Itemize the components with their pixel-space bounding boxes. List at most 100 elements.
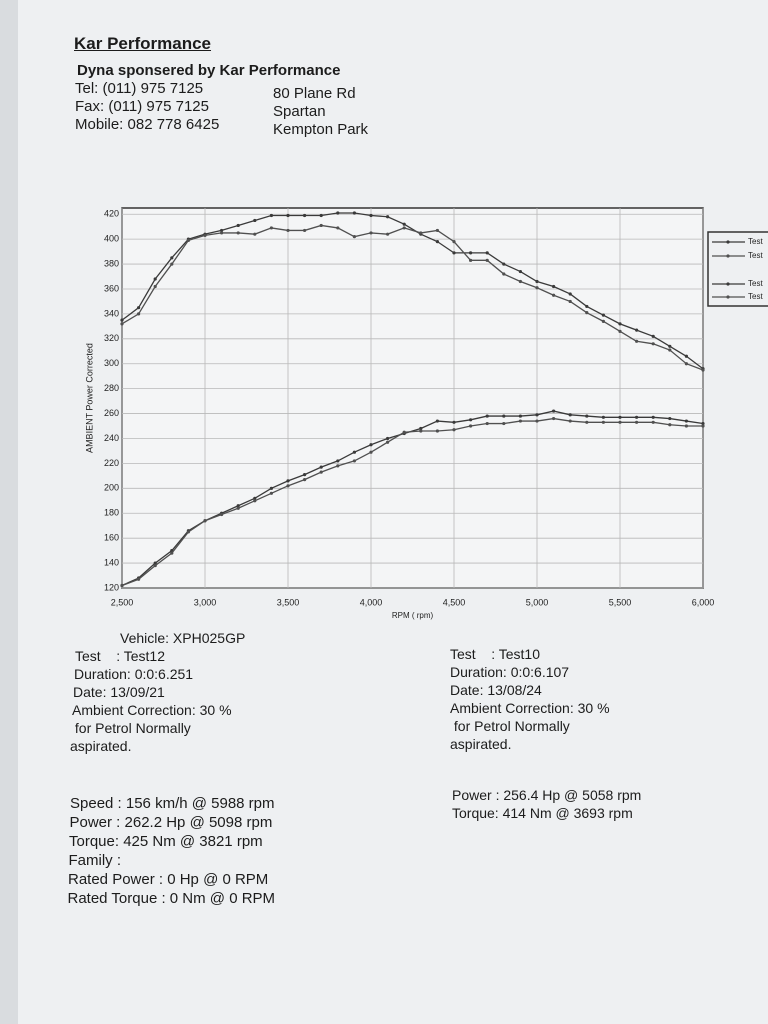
- data-point: [352, 450, 356, 454]
- stat-line: Torque: 425 Nm @ 3821 rpm: [69, 833, 263, 850]
- test-info: Date: 13/09/21: [73, 684, 165, 700]
- data-point: [601, 319, 606, 323]
- data-point: [701, 421, 705, 426]
- y-tick-label: 380: [104, 258, 119, 268]
- data-point: [170, 262, 174, 266]
- x-tick-label: 3,500: [277, 597, 300, 607]
- data-point: [386, 215, 390, 219]
- data-point: [469, 251, 473, 255]
- data-point: [618, 420, 622, 424]
- data-point: [684, 354, 689, 358]
- data-point: [236, 504, 240, 508]
- data-point: [469, 258, 473, 262]
- data-point: [469, 418, 473, 422]
- data-point: [435, 228, 439, 233]
- data-point: [269, 213, 273, 218]
- data-point: [336, 459, 340, 463]
- data-point: [452, 251, 456, 255]
- x-tick-label: 6,000: [692, 597, 715, 607]
- data-point: [651, 342, 655, 346]
- data-point: [253, 232, 257, 236]
- data-point: [203, 233, 207, 238]
- y-tick-label: 400: [104, 234, 119, 244]
- address-line: Kempton Park: [273, 121, 369, 138]
- data-point: [120, 322, 124, 326]
- test-info: Duration: 0:0:6.107: [450, 664, 570, 680]
- data-point: [253, 218, 257, 223]
- stat-line: Power : 256.4 Hp @ 5058 rpm: [452, 787, 642, 803]
- contact-line: Mobile: 082 778 6425: [75, 116, 220, 133]
- stat-line: Torque: 414 Nm @ 3693 rpm: [452, 805, 633, 821]
- x-tick-label: 5,500: [609, 597, 632, 607]
- y-tick-label: 360: [104, 283, 119, 293]
- data-point: [668, 423, 672, 427]
- data-point: [419, 231, 423, 235]
- data-point: [651, 420, 655, 424]
- legend-marker: [726, 295, 730, 299]
- y-tick-label: 240: [104, 433, 119, 443]
- data-point: [419, 429, 423, 433]
- data-point: [170, 256, 174, 260]
- data-point: [535, 413, 539, 417]
- data-point: [352, 235, 356, 239]
- data-point: [668, 416, 672, 421]
- address-line: Spartan: [273, 103, 326, 120]
- data-point: [369, 231, 373, 235]
- x-tick-label: 4,500: [443, 597, 466, 607]
- contact-line: Tel: (011) 975 7125: [75, 80, 204, 97]
- data-point: [502, 421, 506, 426]
- data-point: [435, 419, 439, 423]
- data-point: [286, 484, 290, 488]
- test-info: aspirated.: [70, 738, 132, 754]
- data-point: [485, 251, 489, 255]
- data-point: [137, 312, 141, 316]
- data-point: [386, 232, 390, 236]
- data-point: [369, 213, 373, 218]
- data-point: [336, 211, 340, 215]
- test-info: Ambient Correction: 30 %: [450, 700, 610, 716]
- data-point: [585, 311, 589, 315]
- y-tick-label: 160: [104, 533, 119, 543]
- data-point: [668, 344, 672, 348]
- legend-label: Test: [748, 251, 763, 260]
- data-point: [452, 420, 456, 424]
- data-point: [601, 420, 606, 424]
- data-point: [585, 304, 589, 309]
- data-point: [153, 561, 157, 565]
- test-info: Vehicle: XPH025GP: [120, 630, 246, 646]
- data-point: [518, 279, 523, 284]
- test-info: for Petrol Normally: [450, 718, 570, 734]
- data-point: [452, 428, 456, 432]
- stat-line: Rated Torque : 0 Nm @ 0 RPM: [67, 890, 276, 907]
- stat-line: Family :: [68, 852, 122, 869]
- y-tick-label: 200: [104, 483, 119, 493]
- data-point: [253, 499, 257, 503]
- data-point: [518, 419, 523, 423]
- x-tick-label: 5,000: [526, 597, 549, 607]
- data-point: [535, 286, 539, 290]
- data-point: [435, 240, 439, 244]
- data-point: [220, 228, 224, 233]
- data-point: [236, 231, 240, 235]
- company: Kar Performance: [74, 34, 212, 53]
- plot-area: [121, 207, 704, 589]
- x-tick-label: 3,000: [194, 597, 217, 607]
- stat-line: Rated Power : 0 Hp @ 0 RPM: [68, 871, 269, 888]
- x-tick-label: 4,000: [360, 597, 383, 607]
- data-point: [137, 577, 141, 581]
- test-info: Date: 13/08/24: [450, 682, 542, 698]
- data-point: [502, 414, 506, 418]
- data-point: [651, 415, 655, 419]
- data-point: [684, 424, 689, 428]
- data-point: [402, 222, 406, 226]
- stat-line: Speed : 156 km/h @ 5988 rpm: [70, 795, 275, 812]
- data-point: [203, 519, 207, 523]
- data-point: [303, 213, 307, 218]
- y-tick-label: 340: [104, 308, 119, 318]
- data-point: [303, 478, 307, 482]
- legend-marker: [726, 240, 730, 244]
- data-point: [120, 583, 124, 588]
- data-point: [701, 424, 705, 428]
- data-point: [452, 240, 456, 244]
